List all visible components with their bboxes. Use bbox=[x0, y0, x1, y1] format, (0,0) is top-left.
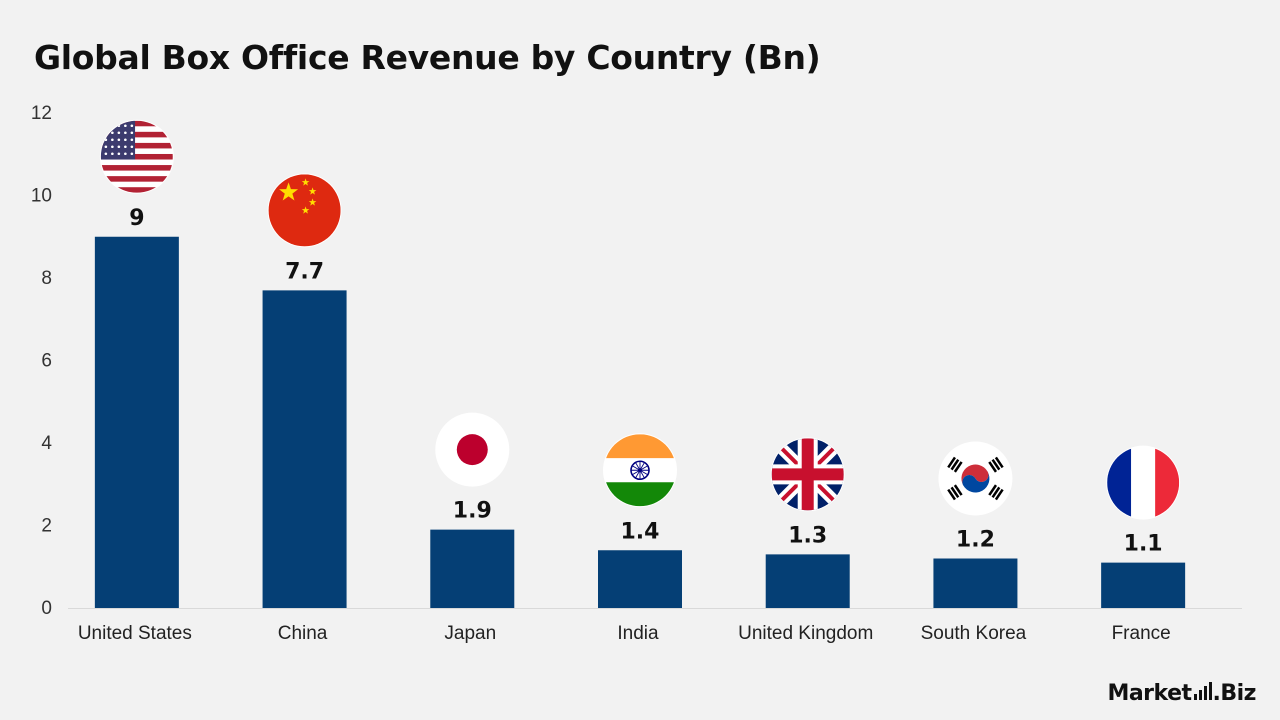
chart-title: Global Box Office Revenue by Country (Bn… bbox=[34, 38, 821, 77]
x-tick-label: China bbox=[278, 623, 328, 644]
x-tick-label: India bbox=[617, 623, 659, 644]
bar bbox=[598, 550, 682, 608]
y-tick-label: 6 bbox=[41, 351, 52, 372]
brand-name-left: Market bbox=[1107, 681, 1192, 706]
china-flag-icon bbox=[267, 173, 342, 248]
x-tick-label: South Korea bbox=[921, 623, 1027, 644]
value-labels-group: 9 7.7 1.9 1.4 1.3 1.2 1.1 bbox=[129, 206, 1162, 557]
value-label: 7.7 bbox=[285, 259, 324, 284]
france-flag-icon bbox=[1106, 445, 1181, 520]
value-label: 1.4 bbox=[621, 519, 660, 544]
south-korea-flag-icon bbox=[938, 441, 1013, 516]
bars-group bbox=[94, 236, 1186, 608]
x-tick-label: United States bbox=[78, 623, 192, 644]
y-tick-label: 0 bbox=[41, 598, 52, 619]
bar bbox=[430, 529, 515, 608]
value-label: 1.1 bbox=[1124, 532, 1163, 557]
y-tick-label: 8 bbox=[41, 268, 52, 289]
brand-name-right: Biz bbox=[1220, 681, 1256, 706]
bar bbox=[1101, 562, 1186, 608]
value-label: 9 bbox=[129, 206, 144, 231]
bar bbox=[262, 290, 347, 608]
bar bbox=[765, 554, 850, 608]
x-tick-label: France bbox=[1112, 623, 1171, 644]
marketbiz-logo: Market . Biz bbox=[1107, 681, 1256, 706]
uk-flag-icon bbox=[770, 437, 845, 512]
x-tick-label: United Kingdom bbox=[738, 623, 873, 644]
flags-group bbox=[99, 119, 1181, 520]
value-label: 1.2 bbox=[956, 528, 995, 553]
y-tick-label: 2 bbox=[41, 516, 52, 537]
brand-bars-icon bbox=[1193, 682, 1212, 700]
us-flag-icon bbox=[99, 119, 174, 194]
y-axis-ticks: 0 2 4 6 8 10 12 bbox=[31, 103, 53, 619]
x-axis-labels: United States China Japan India United Kingd… bbox=[78, 623, 1171, 644]
japan-flag-icon bbox=[435, 412, 510, 487]
y-tick-label: 4 bbox=[41, 433, 52, 454]
y-tick-label: 12 bbox=[31, 103, 52, 124]
india-flag-icon bbox=[603, 433, 677, 508]
brand-dot: . bbox=[1212, 681, 1221, 706]
bar bbox=[933, 558, 1018, 608]
value-label: 1.9 bbox=[453, 499, 492, 524]
value-label: 1.3 bbox=[788, 523, 827, 548]
bar bbox=[94, 236, 179, 608]
y-tick-label: 10 bbox=[31, 186, 52, 207]
x-tick-label: Japan bbox=[444, 623, 496, 644]
